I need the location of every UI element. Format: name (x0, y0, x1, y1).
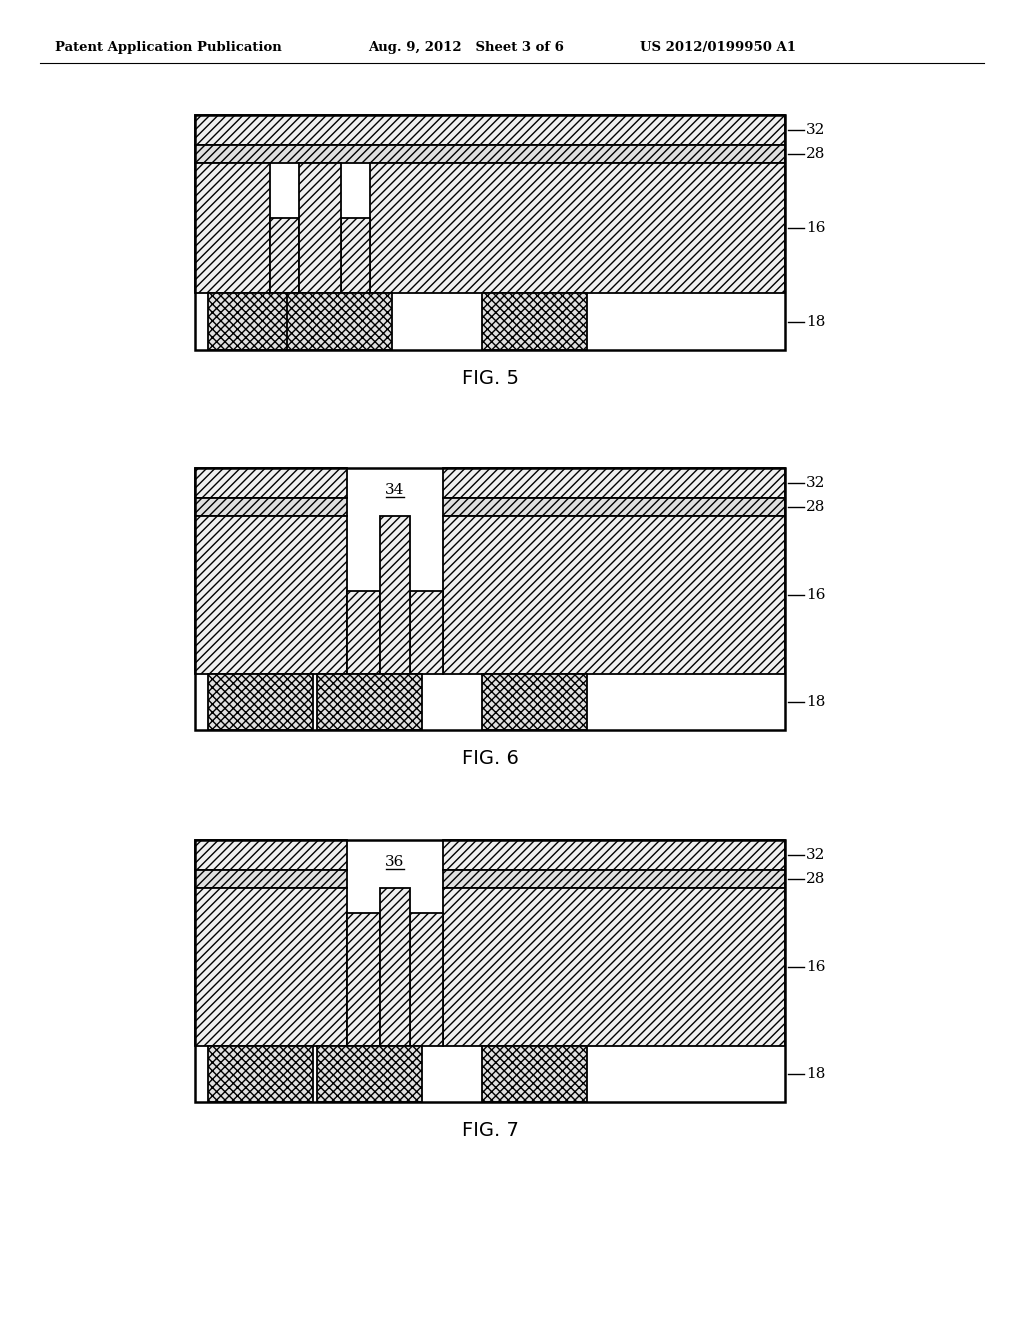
Text: 32: 32 (806, 847, 825, 862)
Bar (195, 840, 785, 1102)
Text: 36: 36 (385, 855, 404, 869)
Text: 28: 28 (806, 500, 825, 513)
Bar (380, 516, 410, 675)
Bar (208, 293, 313, 350)
Bar (443, 498, 785, 516)
Bar (347, 591, 380, 675)
Bar (195, 469, 347, 498)
Bar (370, 162, 785, 293)
Text: 32: 32 (806, 123, 825, 137)
Bar (195, 115, 785, 145)
Bar (195, 145, 785, 162)
Text: 34: 34 (385, 483, 404, 498)
Bar (195, 870, 347, 888)
Text: 16: 16 (806, 587, 825, 602)
Bar (482, 675, 587, 730)
Text: FIG. 6: FIG. 6 (462, 748, 518, 767)
Bar (270, 218, 299, 293)
Text: Aug. 9, 2012   Sheet 3 of 6: Aug. 9, 2012 Sheet 3 of 6 (368, 41, 564, 54)
Bar (287, 293, 392, 350)
Bar (317, 675, 422, 730)
Bar (195, 162, 270, 293)
Text: Patent Application Publication: Patent Application Publication (55, 41, 282, 54)
Bar (443, 469, 785, 498)
Bar (410, 591, 443, 675)
Text: 18: 18 (806, 314, 825, 329)
Text: 28: 28 (806, 147, 825, 161)
Bar (443, 840, 785, 870)
Text: 28: 28 (806, 873, 825, 886)
Bar (195, 516, 347, 675)
Bar (299, 162, 341, 293)
Bar (482, 293, 587, 350)
Bar (443, 516, 785, 675)
Text: 32: 32 (806, 477, 825, 490)
Bar (380, 888, 410, 1045)
Text: 18: 18 (806, 696, 825, 709)
Bar (443, 870, 785, 888)
Bar (195, 498, 347, 516)
Bar (317, 1045, 422, 1102)
Bar (195, 469, 785, 730)
Bar (195, 115, 785, 350)
Text: 16: 16 (806, 220, 825, 235)
Text: 16: 16 (806, 960, 825, 974)
Bar (195, 888, 347, 1045)
Bar (347, 913, 380, 1045)
Text: FIG. 5: FIG. 5 (462, 368, 518, 388)
Bar (208, 675, 313, 730)
Bar (410, 913, 443, 1045)
Bar (208, 1045, 313, 1102)
Text: FIG. 7: FIG. 7 (462, 1121, 518, 1139)
Bar (482, 1045, 587, 1102)
Bar (195, 840, 347, 870)
Bar (341, 218, 370, 293)
Text: 18: 18 (806, 1067, 825, 1081)
Bar (443, 888, 785, 1045)
Text: US 2012/0199950 A1: US 2012/0199950 A1 (640, 41, 796, 54)
